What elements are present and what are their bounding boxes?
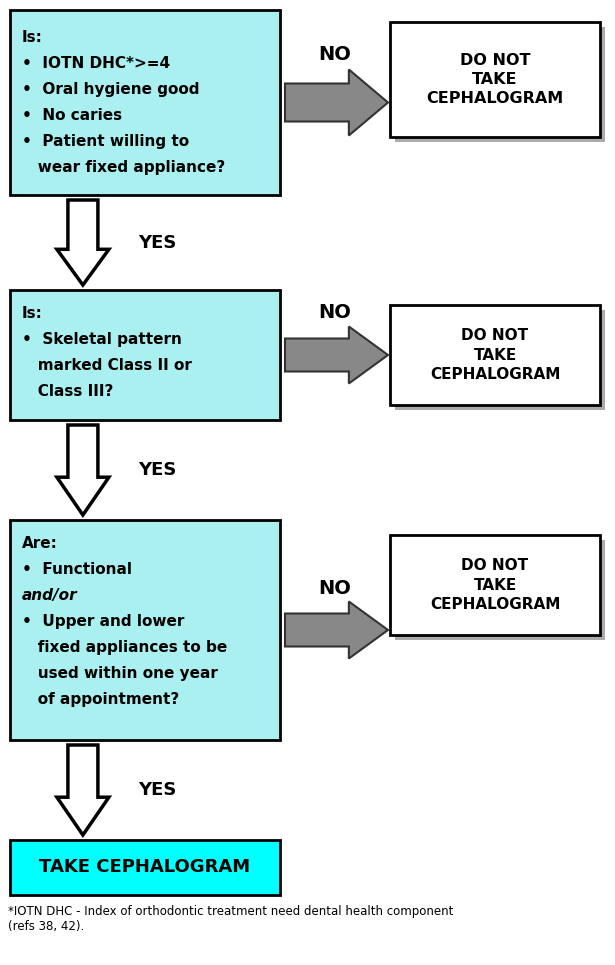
Text: NO: NO bbox=[319, 304, 351, 322]
Polygon shape bbox=[285, 601, 388, 658]
Polygon shape bbox=[57, 200, 109, 285]
Polygon shape bbox=[57, 425, 109, 515]
Text: Class III?: Class III? bbox=[22, 384, 113, 399]
Bar bbox=[10, 840, 280, 895]
Text: TAKE CEPHALOGRAM: TAKE CEPHALOGRAM bbox=[39, 859, 250, 876]
Text: *IOTN DHC - Index of orthodontic treatment need dental health component
(refs 38: *IOTN DHC - Index of orthodontic treatme… bbox=[8, 905, 453, 933]
Text: •  Functional: • Functional bbox=[22, 562, 132, 577]
Bar bbox=[395, 540, 605, 640]
Text: Are:: Are: bbox=[22, 536, 58, 551]
Text: and/or: and/or bbox=[22, 588, 77, 603]
Text: YES: YES bbox=[138, 781, 177, 799]
Text: NO: NO bbox=[319, 45, 351, 64]
Text: •  IOTN DHC*>=4: • IOTN DHC*>=4 bbox=[22, 56, 170, 71]
Polygon shape bbox=[285, 69, 388, 135]
Text: used within one year: used within one year bbox=[22, 666, 218, 681]
Text: •  Patient willing to: • Patient willing to bbox=[22, 134, 189, 149]
Text: Is:: Is: bbox=[22, 306, 43, 321]
Text: •  No caries: • No caries bbox=[22, 108, 122, 123]
Text: •  Skeletal pattern: • Skeletal pattern bbox=[22, 332, 182, 347]
Bar bbox=[10, 10, 280, 195]
Text: of appointment?: of appointment? bbox=[22, 692, 179, 707]
Text: wear fixed appliance?: wear fixed appliance? bbox=[22, 160, 225, 175]
Bar bbox=[390, 22, 600, 137]
Polygon shape bbox=[285, 326, 388, 383]
Bar bbox=[10, 520, 280, 740]
Text: DO NOT
TAKE
CEPHALOGRAM: DO NOT TAKE CEPHALOGRAM bbox=[430, 328, 560, 382]
Text: Is:: Is: bbox=[22, 30, 43, 45]
Polygon shape bbox=[57, 745, 109, 835]
Bar bbox=[390, 305, 600, 405]
Bar bbox=[395, 27, 605, 142]
Text: marked Class II or: marked Class II or bbox=[22, 358, 192, 373]
Bar bbox=[390, 535, 600, 635]
Bar bbox=[10, 290, 280, 420]
Text: fixed appliances to be: fixed appliances to be bbox=[22, 640, 228, 655]
Text: YES: YES bbox=[138, 461, 177, 479]
Text: DO NOT
TAKE
CEPHALOGRAM: DO NOT TAKE CEPHALOGRAM bbox=[430, 559, 560, 612]
Text: •  Oral hygiene good: • Oral hygiene good bbox=[22, 82, 199, 97]
Bar bbox=[395, 310, 605, 410]
Text: DO NOT
TAKE
CEPHALOGRAM: DO NOT TAKE CEPHALOGRAM bbox=[426, 53, 563, 106]
Text: •  Upper and lower: • Upper and lower bbox=[22, 614, 184, 629]
Text: NO: NO bbox=[319, 578, 351, 597]
Text: YES: YES bbox=[138, 234, 177, 252]
